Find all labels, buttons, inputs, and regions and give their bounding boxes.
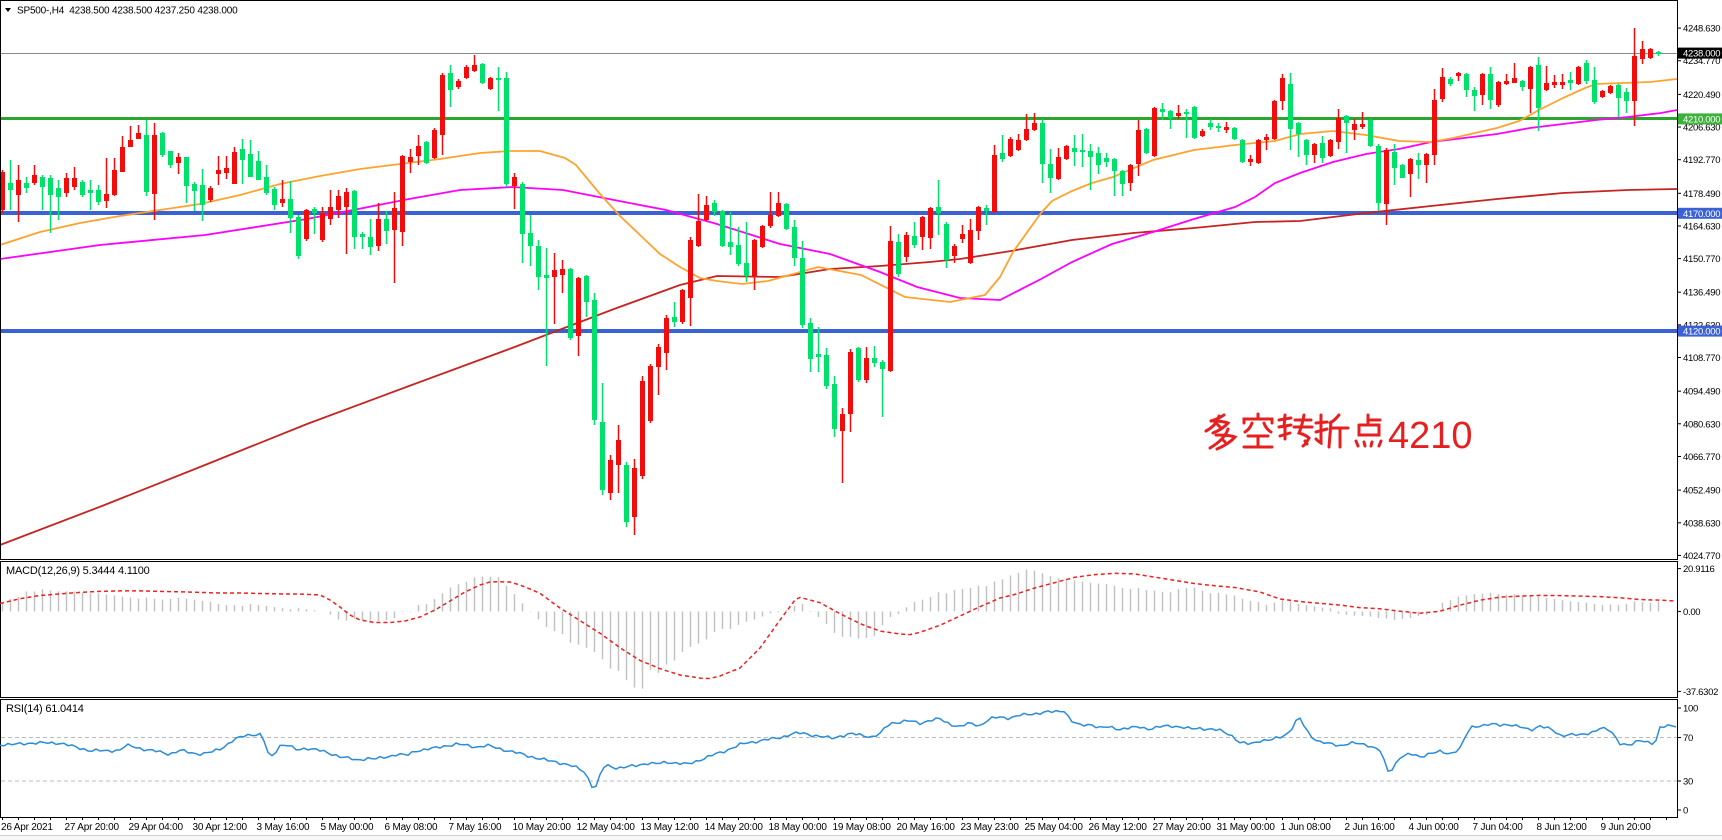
svg-text:4248.630: 4248.630 [1683, 24, 1720, 35]
svg-text:26 May 12:00: 26 May 12:00 [1089, 822, 1148, 833]
svg-text:4210: 4210 [1388, 415, 1473, 457]
svg-text:1 Jun 08:00: 1 Jun 08:00 [1281, 822, 1332, 833]
svg-text:13 May 12:00: 13 May 12:00 [641, 822, 700, 833]
svg-text:2 Jun 16:00: 2 Jun 16:00 [1345, 822, 1396, 833]
svg-text:0: 0 [1683, 806, 1688, 817]
svg-text:RSI(14) 61.0414: RSI(14) 61.0414 [6, 703, 84, 715]
svg-text:31 May 00:00: 31 May 00:00 [1217, 822, 1276, 833]
svg-text:4094.490: 4094.490 [1683, 387, 1720, 398]
svg-text:4192.770: 4192.770 [1683, 155, 1720, 166]
svg-text:-37.6302: -37.6302 [1683, 687, 1718, 698]
svg-text:19 May 08:00: 19 May 08:00 [833, 822, 892, 833]
svg-text:4210.000: 4210.000 [1683, 114, 1720, 125]
svg-text:4120.000: 4120.000 [1683, 327, 1720, 338]
svg-text:14 May 20:00: 14 May 20:00 [705, 822, 764, 833]
svg-text:23 May 23:00: 23 May 23:00 [961, 822, 1020, 833]
svg-text:4220.490: 4220.490 [1683, 90, 1720, 101]
svg-text:5 May 00:00: 5 May 00:00 [321, 822, 374, 833]
svg-text:30: 30 [1683, 777, 1693, 788]
svg-text:70: 70 [1683, 733, 1693, 744]
svg-text:8 Jun 12:00: 8 Jun 12:00 [1537, 822, 1588, 833]
svg-text:6 May 08:00: 6 May 08:00 [385, 822, 438, 833]
svg-text:4066.770: 4066.770 [1683, 452, 1720, 463]
svg-text:7 Jun 04:00: 7 Jun 04:00 [1473, 822, 1524, 833]
svg-text:18 May 00:00: 18 May 00:00 [769, 822, 828, 833]
svg-text:4080.630: 4080.630 [1683, 419, 1720, 430]
svg-text:SP500-,H4 4238.500 4238.500 4: SP500-,H4 4238.500 4238.500 4237.250 423… [17, 6, 238, 17]
svg-text:4178.490: 4178.490 [1683, 189, 1720, 200]
svg-text:30 Apr 12:00: 30 Apr 12:00 [193, 822, 248, 833]
svg-text:4206.630: 4206.630 [1683, 123, 1720, 134]
svg-text:20.9116: 20.9116 [1683, 564, 1715, 575]
svg-text:25 May 04:00: 25 May 04:00 [1025, 822, 1084, 833]
svg-text:3 May 16:00: 3 May 16:00 [257, 822, 310, 833]
svg-text:4170.000: 4170.000 [1683, 209, 1720, 220]
svg-text:20 May 16:00: 20 May 16:00 [897, 822, 956, 833]
svg-text:100: 100 [1683, 704, 1698, 715]
svg-text:4052.490: 4052.490 [1683, 486, 1720, 497]
svg-text:4108.770: 4108.770 [1683, 353, 1720, 364]
svg-text:9 Jun 20:00: 9 Jun 20:00 [1601, 822, 1652, 833]
svg-text:4 Jun 00:00: 4 Jun 00:00 [1409, 822, 1460, 833]
svg-text:4150.770: 4150.770 [1683, 254, 1720, 265]
svg-text:4234.770: 4234.770 [1683, 56, 1720, 67]
svg-text:4238.000: 4238.000 [1683, 49, 1720, 60]
svg-text:MACD(12,26,9) 5.3444 4.1100: MACD(12,26,9) 5.3444 4.1100 [6, 565, 150, 577]
svg-text:26 Apr 2021: 26 Apr 2021 [1, 822, 53, 833]
svg-text:29 Apr 04:00: 29 Apr 04:00 [129, 822, 184, 833]
svg-text:4164.630: 4164.630 [1683, 222, 1720, 233]
svg-text:0.00: 0.00 [1683, 607, 1700, 618]
svg-text:4038.630: 4038.630 [1683, 518, 1720, 529]
svg-text:10 May 20:00: 10 May 20:00 [513, 822, 572, 833]
svg-text:7 May 16:00: 7 May 16:00 [449, 822, 502, 833]
svg-text:4024.770: 4024.770 [1683, 551, 1720, 562]
svg-text:27 May 20:00: 27 May 20:00 [1153, 822, 1212, 833]
svg-text:27 Apr 20:00: 27 Apr 20:00 [65, 822, 120, 833]
svg-text:4136.490: 4136.490 [1683, 288, 1720, 299]
svg-text:12 May 04:00: 12 May 04:00 [577, 822, 636, 833]
